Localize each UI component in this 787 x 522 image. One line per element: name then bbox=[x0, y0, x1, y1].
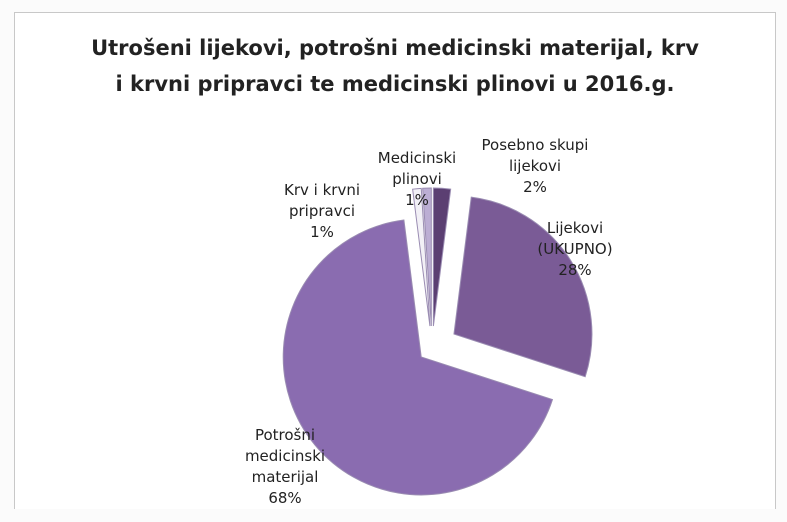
slice-label: Medicinski plinovi 1% bbox=[367, 148, 467, 211]
slice-label: Lijekovi (UKUPNO) 28% bbox=[520, 218, 630, 281]
pie-slice bbox=[282, 219, 554, 496]
slice-label: Posebno skupi lijekovi 2% bbox=[470, 135, 600, 198]
category-name: Posebno skupi lijekovi bbox=[481, 136, 589, 175]
pie-slice bbox=[422, 187, 432, 327]
pie-slice bbox=[432, 187, 452, 327]
value-label: 1% bbox=[405, 191, 429, 209]
chart-title: Utrošeni lijekovi, potrošni medicinski m… bbox=[91, 36, 699, 96]
value-label: 28% bbox=[558, 261, 592, 279]
category-name: Potrošni medicinski materijal bbox=[244, 426, 326, 486]
slice-label: Potrošni medicinski materijal 68% bbox=[230, 425, 340, 509]
category-name: Krv i krvni pripravci bbox=[284, 181, 360, 220]
category-name: Lijekovi (UKUPNO) bbox=[537, 219, 613, 258]
value-label: 2% bbox=[523, 178, 547, 196]
category-name: Medicinski plinovi bbox=[377, 149, 457, 188]
pie-slice bbox=[412, 187, 431, 327]
value-label: 68% bbox=[268, 489, 302, 507]
value-label: 1% bbox=[310, 223, 334, 241]
pie-slice bbox=[453, 196, 593, 378]
slice-label: Krv i krvni pripravci 1% bbox=[267, 180, 377, 243]
